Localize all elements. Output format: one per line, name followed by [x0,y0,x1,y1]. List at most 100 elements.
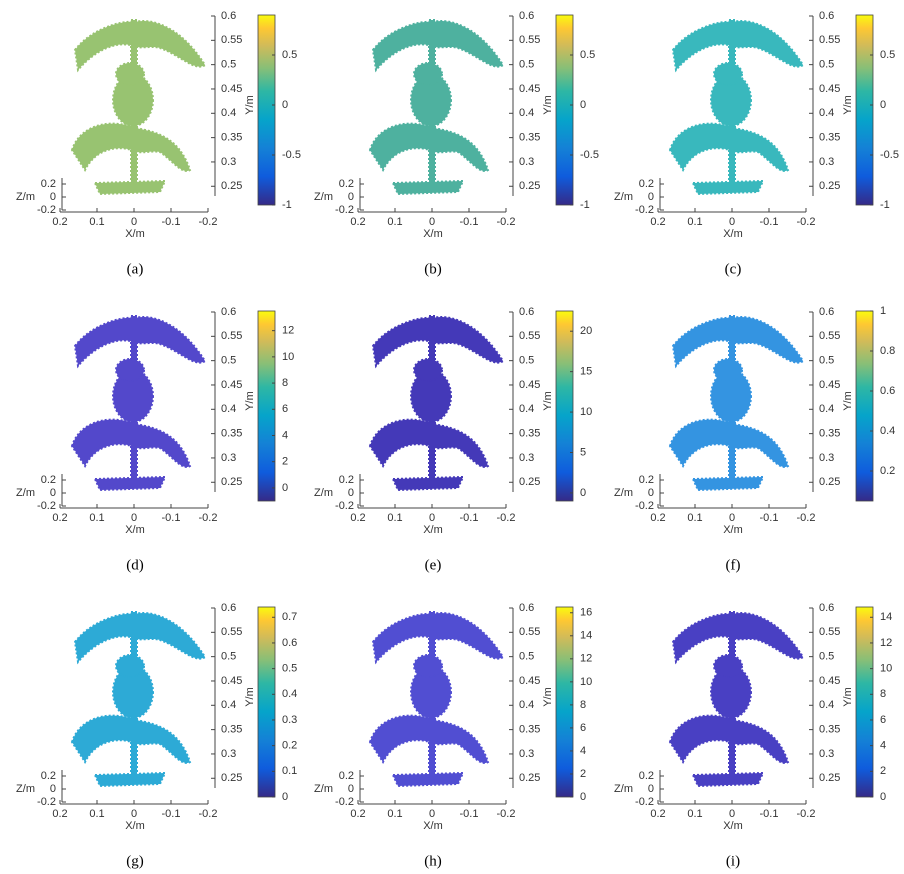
x-tick-label: -0.1 [760,216,779,228]
x-tick-label: 0.2 [52,512,67,524]
point-cloud [70,611,207,788]
z-tick-label: -0.2 [635,204,654,216]
panel-label: (i) [726,853,740,869]
z-tick-label: 0 [50,487,56,499]
z-tick-label: -0.2 [335,796,354,808]
y-tick-label: 0.5 [221,355,236,367]
x-tick-label: 0.1 [89,808,104,820]
leaf-cluster [115,654,145,678]
y-tick-label: 0.6 [221,10,236,22]
x-tick-label: 0.2 [52,808,67,820]
z-axis-label: Z/m [614,487,633,499]
panel-label: (h) [424,853,442,869]
colorbar-tick-label: -0.5 [580,149,599,161]
y-tick-label: 0.6 [819,10,834,22]
x-tick-label: -0.2 [797,512,816,524]
colorbar [855,310,874,502]
leaf-cluster [413,654,443,678]
colorbar-tick-label: 0.3 [282,714,297,726]
z-tick-label: 0.2 [639,178,654,190]
colorbar-tick-label: 10 [580,406,592,418]
x-tick-label: 0.2 [350,216,365,228]
colorbar-tick-label: 0 [580,791,586,803]
colorbar-tick-label: 0.2 [880,465,895,477]
y-tick-label: 0.25 [519,476,540,488]
y-tick-label: 0.45 [819,675,840,687]
x-tick-label: 0.2 [650,512,665,524]
x-tick-label: -0.1 [162,808,181,820]
y-tick-label: 0.4 [519,403,534,415]
x-tick-label: 0 [729,216,735,228]
colorbar-tick-label: 6 [580,722,586,734]
colorbar-tick-label: 0 [880,791,886,803]
point-cloud [368,315,505,492]
colorbar-tick-label: 2 [282,456,288,468]
colorbar [555,606,574,798]
y-tick-label: 0.45 [221,675,242,687]
panel: 0.60.550.50.450.40.350.30.25Y/m0.2 0.1 0 -0… [314,306,592,574]
leaf-cluster [713,358,743,382]
y-tick-label: 0.3 [519,748,534,760]
x-axis-label: X/m [125,228,145,240]
z-axis-label: Z/m [614,783,633,795]
colorbar-tick-label: 0.4 [282,688,297,700]
colorbar-tick-label: 0.5 [282,49,297,61]
colorbar-tick-label: 10 [282,351,294,363]
y-tick-label: 0.25 [819,772,840,784]
y-tick-label: 0.25 [221,476,242,488]
panel: 0.60.550.50.450.40.350.30.25Y/m0.2 0.1 0 -0… [614,10,899,278]
colorbar [555,14,574,206]
point-cloud [70,315,207,492]
y-axis-label: Y/m [542,391,554,411]
colorbar-tick-label: 5 [580,446,586,458]
colorbar-tick-label: 0 [580,487,586,499]
y-tick-label: 0.4 [519,107,534,119]
x-tick-label: -0.1 [460,512,479,524]
colorbar-tick-label: 15 [580,366,592,378]
y-tick-label: 0.3 [221,452,236,464]
colorbar-tick-label: 0.5 [282,663,297,675]
colorbar-tick-label: 0.1 [282,765,297,777]
x-axis-label: X/m [423,524,443,536]
colorbar-tick-label: 4 [282,429,288,441]
x-tick-label: 0.1 [89,512,104,524]
z-axis-label: Z/m [16,487,35,499]
y-tick-label: 0.35 [519,724,540,736]
panel: 0.60.550.50.450.40.350.30.25Y/m0.2 0.1 0 -0… [614,305,895,574]
y-tick-label: 0.6 [819,306,834,318]
y-tick-label: 0.4 [221,699,236,711]
y-tick-label: 0.4 [819,403,834,415]
x-tick-label: -0.1 [760,512,779,524]
z-tick-label: -0.2 [37,500,56,512]
y-tick-label: 0.45 [221,83,242,95]
y-tick-label: 0.35 [819,428,840,440]
y-axis-label: Y/m [244,687,256,707]
y-tick-label: 0.25 [819,476,840,488]
x-tick-label: 0 [729,512,735,524]
leaf-cluster [371,20,505,73]
y-tick-label: 0.25 [519,180,540,192]
panel: 0.60.550.50.450.40.350.30.25Y/m0.2 0.1 0 -0… [16,602,297,870]
x-tick-label: -0.2 [797,808,816,820]
leaf-cluster [671,612,805,665]
colorbar-tick-label: 0 [282,99,288,111]
z-tick-label: 0.2 [639,474,654,486]
z-tick-label: -0.2 [37,796,56,808]
colorbar-tick-label: 0 [282,482,288,494]
panel-label: (e) [425,557,442,573]
colorbar-tick-label: 12 [880,637,892,649]
y-axis-label: Y/m [244,391,256,411]
colorbar-tick-label: 4 [580,745,586,757]
z-tick-label: -0.2 [335,500,354,512]
y-tick-label: 0.35 [519,428,540,440]
x-tick-label: -0.2 [497,512,516,524]
x-axis-label: X/m [423,820,443,832]
colorbar-tick-label: 8 [880,688,886,700]
x-tick-label: -0.2 [199,216,218,228]
colorbar-tick-label: 0 [282,791,288,803]
y-tick-label: 0.55 [819,34,840,46]
y-tick-label: 0.4 [221,107,236,119]
z-tick-label: 0 [348,487,354,499]
x-tick-label: 0 [429,216,435,228]
x-axis-label: X/m [423,228,443,240]
